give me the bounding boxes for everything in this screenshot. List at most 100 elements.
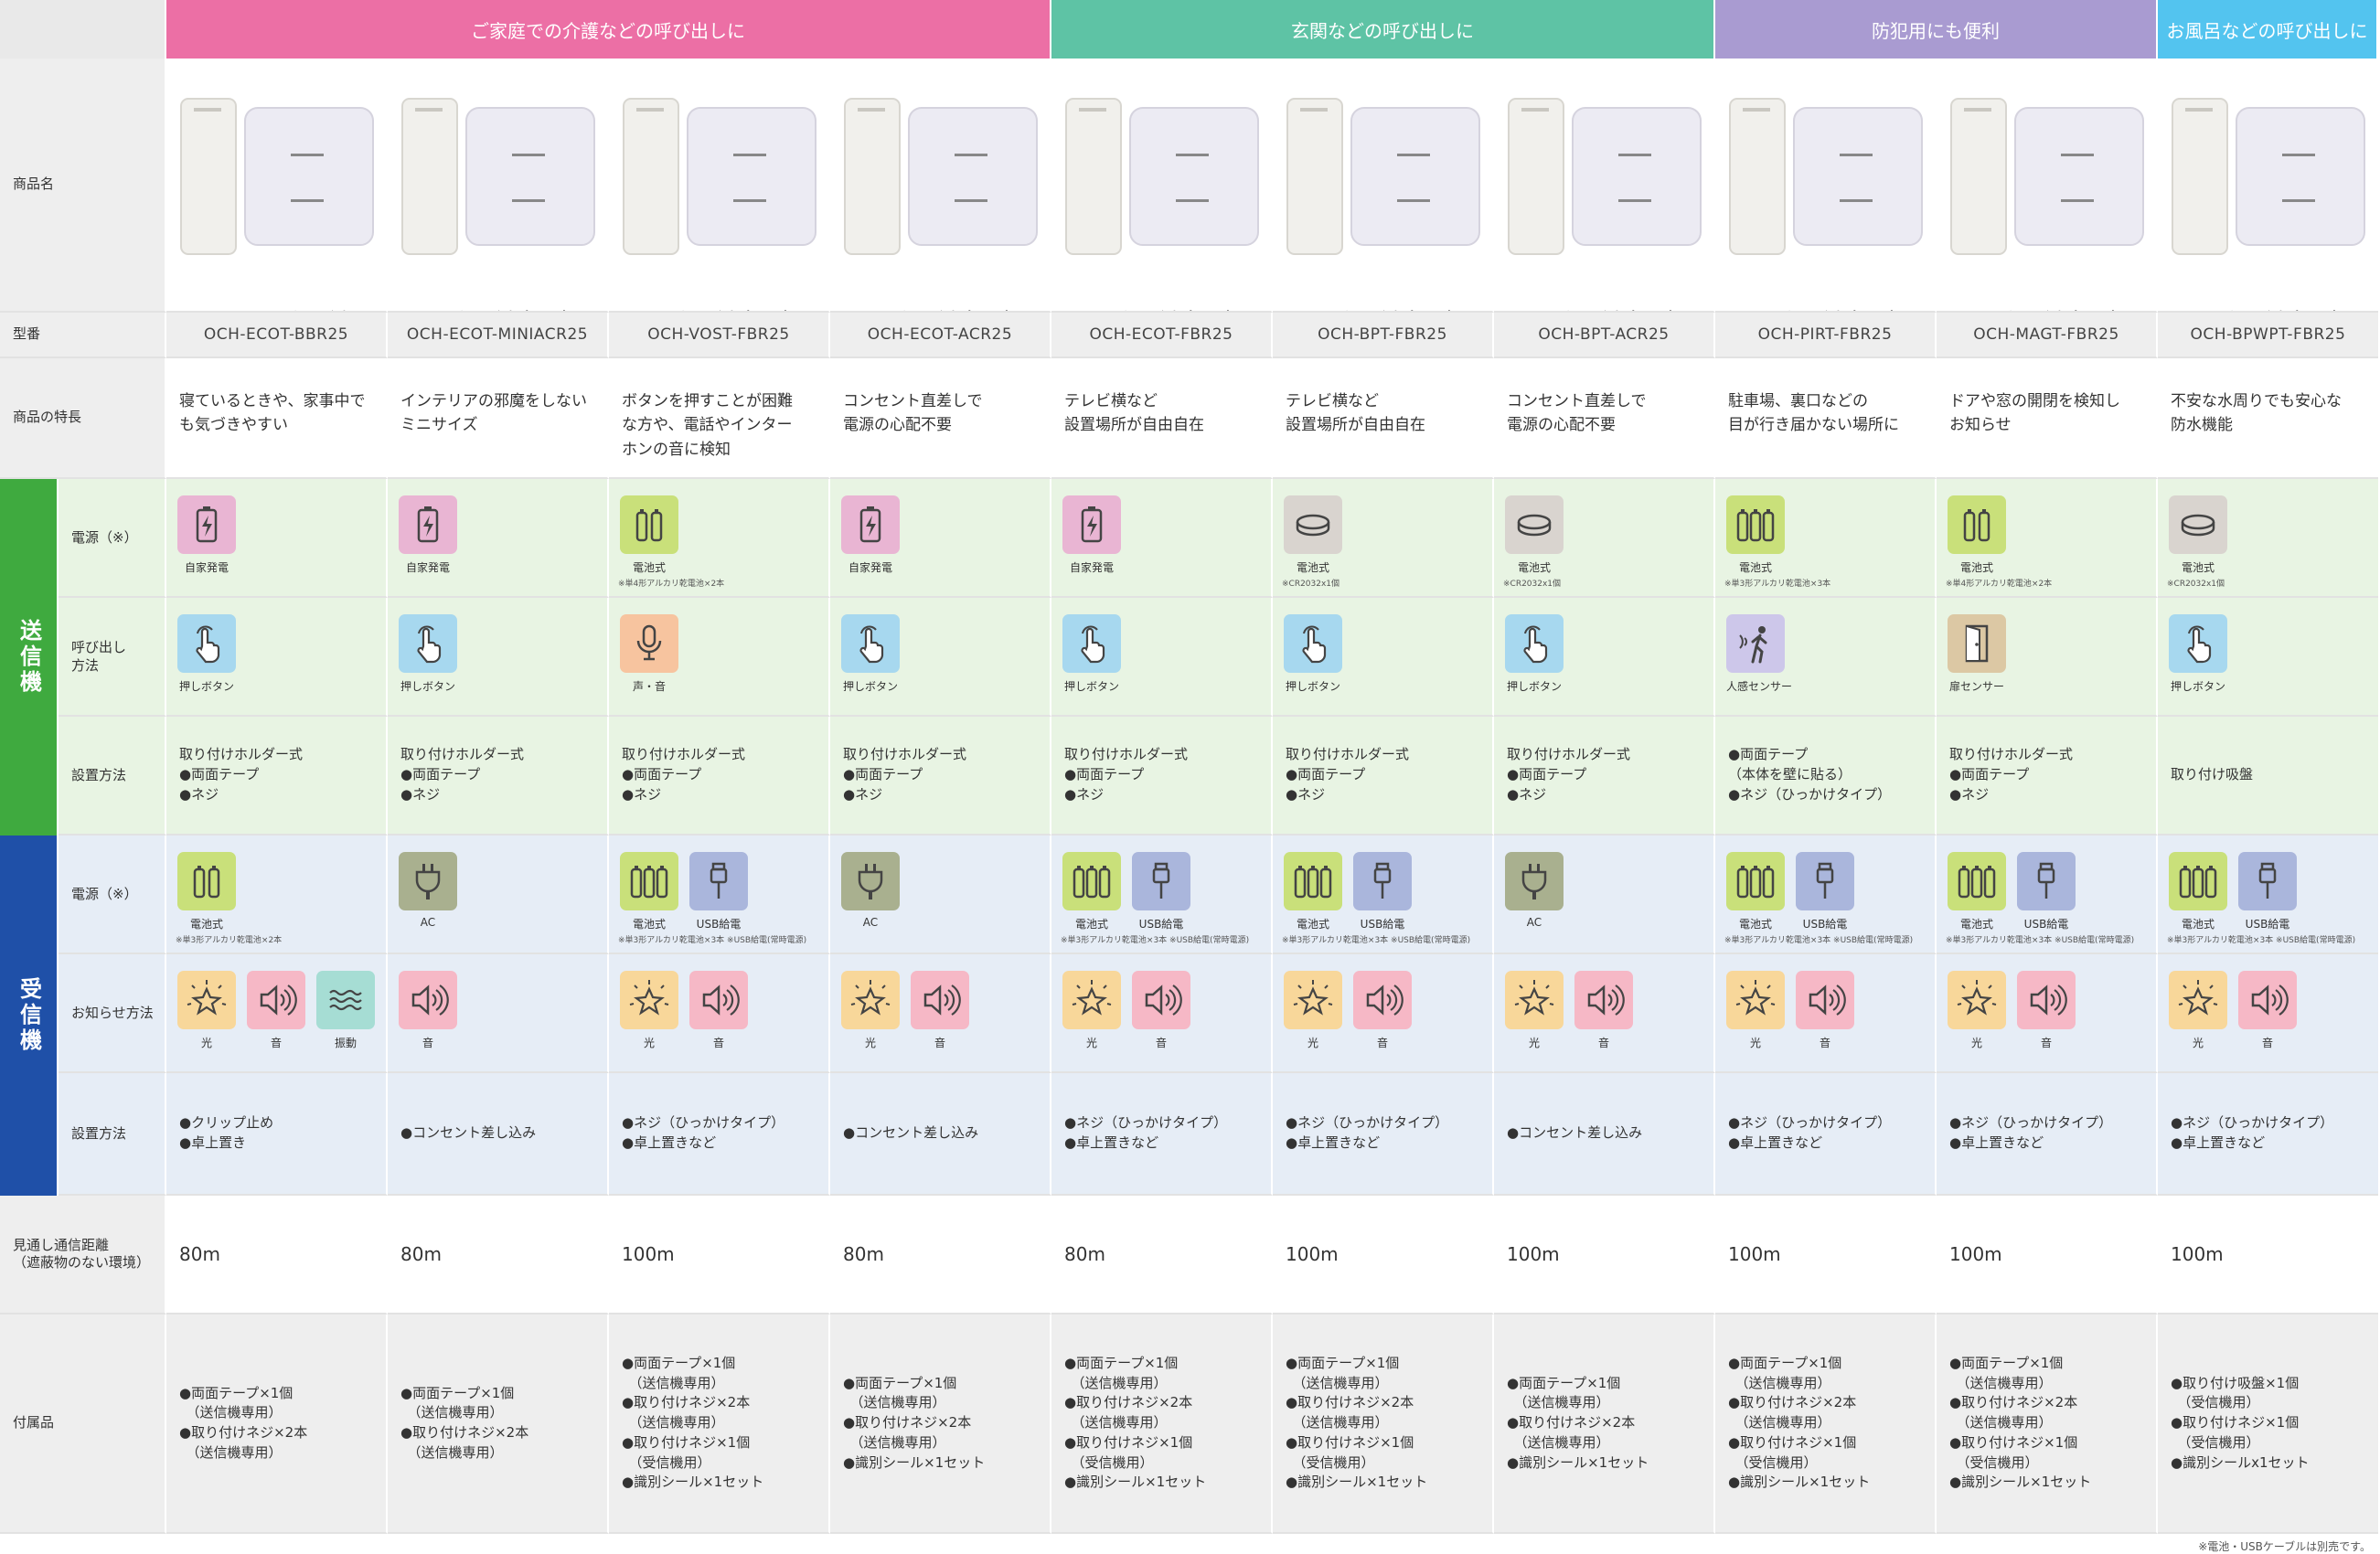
cell-tx_call-8: 人感センサー	[1715, 598, 1937, 717]
icon-group: 扉センサー	[1948, 614, 2006, 694]
product-name-line1: チャイムセット	[669, 307, 796, 311]
icon-group: AC	[399, 852, 457, 929]
icon-group: 光 音 振動	[177, 971, 375, 1050]
cell-model-6: OCH-BPT-FBR25	[1273, 313, 1494, 358]
vibration-icon: 振動	[316, 971, 375, 1050]
door-sensor-icon-glyph	[1965, 624, 1989, 663]
product-name: 10チャイムセットBPWPT-FBR25	[2171, 307, 2351, 311]
sound-icon-glyph	[260, 985, 297, 1016]
cell-feature-5: テレビ横など 設置場所が自由自在	[1051, 358, 1273, 479]
sound-icon: 音	[247, 971, 305, 1050]
cell-rx_power-4: AC	[830, 836, 1051, 954]
row-label-name: 商品名	[0, 59, 166, 313]
icon-label: 電池式	[1959, 561, 1993, 574]
cell-feature-6: テレビ横など 設置場所が自由自在	[1273, 358, 1494, 479]
cell-distance-5: 80m	[1051, 1196, 1273, 1315]
coin-cell-icon: 電池式	[1284, 495, 1342, 575]
battery-2-icon: 電池式	[177, 852, 236, 931]
icon-group: 自家発電	[177, 495, 236, 575]
icon-label: 電池式	[1074, 918, 1108, 931]
cell-rx_install-2: ●コンセント差し込み	[388, 1073, 609, 1196]
cell-distance-2: 80m	[388, 1196, 609, 1315]
row-rx_notify: お知らせ方法光音振動音光音光音光音光音光音光音光音光音	[0, 954, 2380, 1073]
icon-label: 押しボタン	[1506, 680, 1562, 693]
push-button-icon: 押しボタン	[1062, 614, 1121, 694]
light-icon-box	[841, 971, 900, 1029]
cell-accessories-3: ●両面テープ×1個 （送信機専用） ●取り付けネジ×2本 （送信機専用） ●取り…	[609, 1315, 830, 1534]
cell-model-1: OCH-ECOT-BBR25	[166, 313, 388, 358]
icon-label: 音	[2261, 1037, 2273, 1049]
cell-tx_install-2: 取り付けホルダー式 ●両面テープ ●ネジ	[388, 717, 609, 836]
light-icon: 光	[1505, 971, 1564, 1050]
row-model: 型番 OCH-ECOT-BBR25 OCH-ECOT-MINIACR25 OCH-VO…	[0, 313, 2380, 358]
vibration-icon-box	[316, 971, 375, 1029]
icon-label: 自家発電	[184, 561, 229, 574]
light-icon-box	[1284, 971, 1342, 1029]
usb-icon-glyph	[2258, 862, 2277, 899]
icon-group: 自家発電	[1062, 495, 1121, 575]
icon-label: 光	[1528, 1037, 1540, 1049]
coin-cell-icon: 電池式	[2169, 495, 2227, 575]
cell-distance-4: 80m	[830, 1196, 1051, 1315]
row-label-accessories: 付属品	[0, 1315, 166, 1534]
battery-2-icon-box	[1948, 495, 2006, 554]
product-name-line1: チャイムセット	[1776, 307, 1903, 311]
spec-note: ※単4形アルカリ乾電池×2本	[618, 580, 725, 589]
icon-label: 扉センサー	[1948, 680, 2004, 693]
icon-group: 電池式 USB給電	[2169, 852, 2297, 931]
cell-tx_power-3: 電池式 ※単4形アルカリ乾電池×2本	[609, 479, 830, 598]
sound-icon-box	[1132, 971, 1190, 1029]
light-icon-box	[1726, 971, 1785, 1029]
icon-label: 電池式	[189, 918, 223, 931]
icon-group: 自家発電	[841, 495, 900, 575]
row-tx_install: 設置方法 取り付けホルダー式 ●両面テープ ●ネジ 取り付けホルダー式 ●両面テープ…	[0, 717, 2380, 836]
light-icon: 光	[620, 971, 678, 1050]
cell-distance-7: 100m	[1494, 1196, 1715, 1315]
battery-3-icon: 電池式	[1726, 495, 1785, 575]
cell-rx_install-5: ●ネジ（ひっかけタイプ） ●卓上置きなど	[1051, 1073, 1273, 1196]
cell-model-5: OCH-ECOT-FBR25	[1051, 313, 1273, 358]
cell-rx_install-1: ●クリップ止め ●卓上置き	[166, 1073, 388, 1196]
vibration-icon-glyph	[329, 989, 362, 1011]
icon-label: 押しボタン	[842, 680, 898, 693]
cell-feature-9: ドアや窓の開閉を検知し お知らせ	[1937, 358, 2158, 479]
icon-label: USB給電	[1138, 918, 1184, 931]
microphone-icon-box	[620, 614, 678, 673]
icon-label: 音	[712, 1037, 724, 1049]
motion-sensor-icon-box	[1726, 614, 1785, 673]
battery-2-icon: 電池式	[620, 495, 678, 575]
product-name: 6チャイムセットBPT-FBR25	[1286, 307, 1460, 311]
light-icon-box	[620, 971, 678, 1029]
cell-model-3: OCH-VOST-FBR25	[609, 313, 830, 358]
sound-icon-box	[2017, 971, 2076, 1029]
cell-model-8: OCH-PIRT-FBR25	[1715, 313, 1937, 358]
sound-icon: 音	[2238, 971, 2297, 1050]
row-accessories: 付属品 ●両面テープ×1個 （送信機専用） ●取り付けネジ×2本 （送信機専用） ●…	[0, 1315, 2380, 1534]
battery-3-icon: 電池式	[620, 852, 678, 931]
icon-label: 音	[2040, 1037, 2052, 1049]
icon-group: 電池式 USB給電	[1062, 852, 1190, 931]
push-button-icon-glyph	[2187, 625, 2212, 664]
usb-icon-glyph	[710, 862, 728, 899]
icon-label: 光	[643, 1037, 655, 1049]
icon-label: 押しボタン	[178, 680, 234, 693]
spec-note: ※CR2032x1個	[1503, 580, 1562, 589]
icon-label: 自家発電	[1069, 561, 1114, 574]
cell-tx_call-7: 押しボタン	[1494, 598, 1715, 717]
cell-feature-7: コンセント直差しで 電源の心配不要	[1494, 358, 1715, 479]
product-name: 5チャイムセットECOT-FBR25	[1064, 307, 1239, 311]
push-button-icon-box	[399, 614, 457, 673]
icon-label: 光	[1307, 1037, 1318, 1049]
product-image	[1059, 71, 1265, 283]
icon-label: 押しボタン	[400, 680, 455, 693]
sound-icon-box	[1796, 971, 1854, 1029]
product-name-line1: チャイムセット	[1997, 307, 2124, 311]
self-power-icon: 自家発電	[841, 495, 900, 575]
sound-icon: 音	[399, 971, 457, 1050]
ac-plug-icon: AC	[841, 852, 900, 929]
icon-label: 音	[1819, 1037, 1830, 1049]
sound-icon: 音	[1353, 971, 1412, 1050]
cell-rx_power-1: 電池式 ※単3形アルカリ乾電池×2本	[166, 836, 388, 954]
light-icon: 光	[177, 971, 236, 1050]
spec-note: ※単3形アルカリ乾電池×2本	[176, 936, 283, 945]
